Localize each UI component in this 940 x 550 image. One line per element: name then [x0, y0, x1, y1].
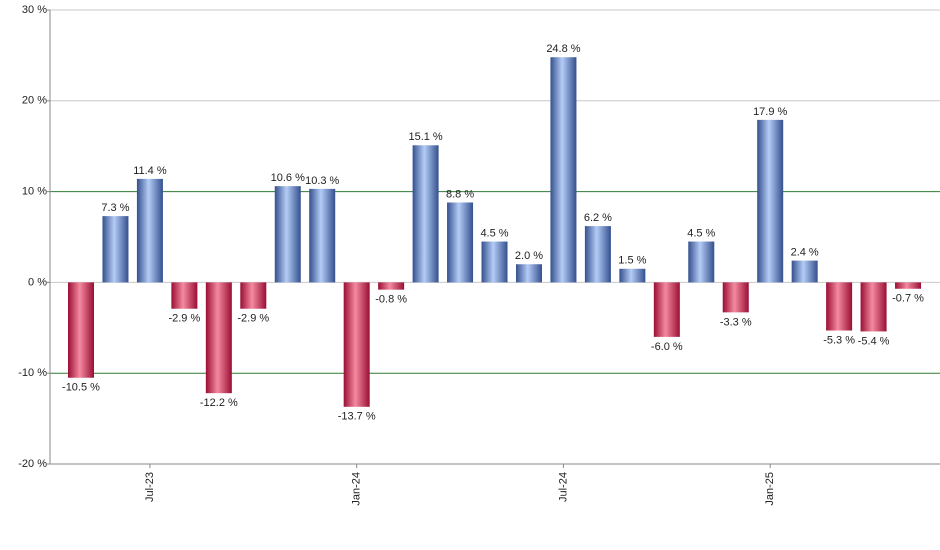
value-label: 17.9 %	[753, 106, 787, 118]
bar	[378, 282, 405, 290]
value-label: 8.8 %	[446, 188, 474, 200]
y-tick-label: -20 %	[18, 458, 47, 470]
value-label: 24.8 %	[546, 43, 580, 55]
value-label: -10.5 %	[62, 382, 100, 394]
value-label: 11.4 %	[133, 165, 167, 177]
bar	[515, 264, 542, 283]
bar	[722, 282, 749, 313]
value-label: 2.0 %	[515, 250, 543, 262]
bar	[240, 282, 267, 309]
value-label: -5.3 %	[823, 334, 855, 346]
value-label: -12.2 %	[200, 397, 238, 409]
bar	[895, 282, 922, 289]
value-label: 7.3 %	[101, 202, 129, 214]
value-label: 10.3 %	[305, 175, 339, 187]
value-label: -0.8 %	[375, 294, 407, 306]
bar	[102, 216, 129, 283]
bar	[860, 282, 887, 332]
bar	[68, 282, 94, 378]
value-label: -2.9 %	[237, 313, 269, 325]
x-tick-label: Jul-23	[144, 472, 156, 502]
bar	[309, 188, 336, 283]
bar	[136, 178, 163, 283]
y-tick-label: 30 %	[22, 4, 47, 16]
x-tick-label: Jul-24	[557, 472, 569, 502]
value-label: 6.2 %	[584, 212, 612, 224]
x-tick-label: Jan-25	[764, 472, 776, 506]
y-tick-label: -10 %	[18, 367, 47, 379]
value-label: -13.7 %	[338, 411, 376, 423]
bar	[171, 282, 198, 309]
value-label: -0.7 %	[892, 293, 924, 305]
bar	[653, 282, 680, 337]
bar	[688, 241, 715, 283]
bar	[481, 241, 508, 283]
value-label: -6.0 %	[651, 341, 683, 353]
y-tick-label: 10 %	[22, 186, 47, 198]
bar	[205, 282, 232, 394]
bar	[757, 119, 784, 283]
value-label: 4.5 %	[480, 227, 508, 239]
y-tick-label: 20 %	[22, 95, 47, 107]
bar	[791, 260, 818, 283]
value-label: -2.9 %	[168, 313, 200, 325]
bar	[619, 268, 646, 283]
bar	[826, 282, 853, 331]
value-label: -5.4 %	[858, 335, 890, 347]
bar	[584, 226, 611, 283]
value-label: -3.3 %	[720, 316, 752, 328]
value-label: 10.6 %	[271, 172, 305, 184]
y-tick-label: 0 %	[28, 276, 47, 288]
bar	[343, 282, 370, 407]
bar	[447, 202, 474, 283]
value-label: 2.4 %	[791, 247, 819, 259]
value-label: 1.5 %	[618, 255, 646, 267]
value-label: 4.5 %	[687, 227, 715, 239]
bar	[274, 186, 301, 283]
bar	[550, 57, 577, 283]
value-label: 15.1 %	[408, 131, 442, 143]
bar	[412, 145, 439, 283]
x-tick-label: Jan-24	[351, 472, 363, 506]
